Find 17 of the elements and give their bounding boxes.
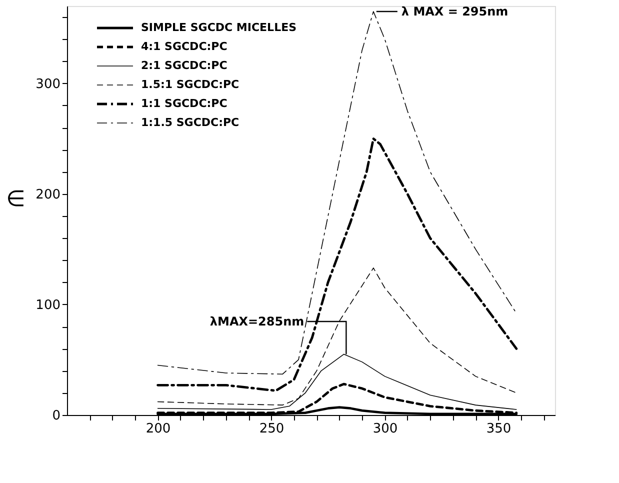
x-tick-label: 200: [146, 422, 171, 436]
legend-label: 1:1 SGCDC:PC: [141, 97, 228, 110]
legend-label: 4:1 SGCDC:PC: [141, 40, 228, 53]
x-tick-label: 300: [372, 422, 398, 436]
legend-label: SIMPLE SGCDC MICELLES: [141, 21, 297, 34]
x-tick-label: 250: [259, 422, 284, 436]
y-axis-title: ∈: [6, 187, 26, 212]
legend-label: 2:1 SGCDC:PC: [141, 59, 228, 72]
annotation: λ MAX = 295nm: [401, 4, 508, 19]
y-tick-label: 200: [36, 187, 60, 202]
legend-label: 1.5:1 SGCDC:PC: [141, 78, 240, 91]
x-tick-label: 350: [486, 422, 512, 436]
y-tick-label: 0: [52, 408, 60, 424]
annotation: λMAX=285nm: [210, 314, 304, 328]
y-tick-label: 100: [36, 298, 60, 313]
y-tick-label: 300: [36, 76, 60, 92]
legend-label: 1:1.5 SGCDC:PC: [141, 116, 240, 129]
